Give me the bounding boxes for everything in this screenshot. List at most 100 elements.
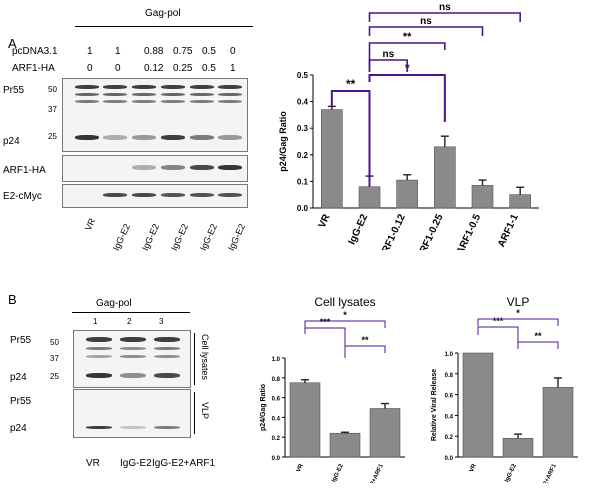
chart-c-vlp: 0.0 0.2 0.4 0.6 0.8 1.0 Relative Viral Release… xyxy=(431,295,578,483)
label-arf1-ha: ARF1-HA xyxy=(3,165,46,176)
lane-label: VR xyxy=(83,216,98,233)
band-upper xyxy=(75,93,99,96)
panel-a-gagpol-header: Gag-pol xyxy=(145,8,181,19)
lane-label-b: VR xyxy=(86,458,100,469)
significance-label: ns xyxy=(382,49,394,60)
y-axis-label: Relative Viral Release xyxy=(431,369,438,441)
significance-bracket xyxy=(368,74,446,122)
label-b-pr55-vlp: Pr55 xyxy=(10,396,32,407)
y-tick-label: 0.8 xyxy=(445,373,454,379)
significance-bracket xyxy=(304,327,346,358)
row-value: 0.25 xyxy=(173,63,193,74)
band-p24 xyxy=(190,135,214,140)
band-p24 xyxy=(218,135,242,140)
side-label-vlp: VLP xyxy=(200,402,210,420)
category-label: IgG-E2+ARF1 xyxy=(363,463,385,483)
row-value: 0 xyxy=(87,63,93,74)
significance-bracket xyxy=(304,320,386,328)
label-pr55: Pr55 xyxy=(3,85,25,96)
significance-label: ** xyxy=(534,331,542,341)
panel-b-letter: B xyxy=(8,292,17,307)
band-e2 xyxy=(103,193,127,197)
band-pr55 xyxy=(190,85,214,89)
category-label: VR xyxy=(469,463,478,474)
band-p24 xyxy=(161,135,185,140)
row-value: 1 xyxy=(230,63,236,74)
band-p24 xyxy=(75,135,99,140)
lane-label: IgG-E2 xyxy=(111,222,133,253)
band-b-p24 xyxy=(120,373,146,378)
bracket-vlp xyxy=(194,392,195,434)
band-b-pr55 xyxy=(120,337,146,342)
band-arf1 xyxy=(132,165,156,170)
band-mid xyxy=(161,100,185,103)
category-label: VR xyxy=(317,212,333,230)
lane-label: IgG-E2 xyxy=(140,222,162,253)
label-b-p24-vlp: p24 xyxy=(10,423,27,434)
blot-b-cell xyxy=(73,330,191,388)
significance-label: ns xyxy=(439,2,451,13)
y-tick-label: 0.0 xyxy=(297,204,309,213)
bar xyxy=(289,382,321,458)
panel-a-header-line xyxy=(75,26,253,27)
significance-label: *** xyxy=(493,316,504,326)
band-arf1 xyxy=(161,165,185,170)
band-pr55 xyxy=(75,85,99,89)
bar xyxy=(542,387,574,458)
band-mid xyxy=(75,100,99,103)
band-e2 xyxy=(161,193,185,197)
row-value: 0.5 xyxy=(202,63,216,74)
band-e2 xyxy=(218,193,242,197)
marker-25: 25 xyxy=(48,132,57,141)
significance-label: * xyxy=(516,308,520,318)
y-tick-label: 0.4 xyxy=(272,416,281,422)
band-b-upper xyxy=(86,347,112,350)
y-tick-label: 0.8 xyxy=(272,377,281,383)
lane-number-2: 2 xyxy=(127,317,132,326)
y-tick-label: 0.3 xyxy=(297,124,309,133)
marker-b-50: 50 xyxy=(50,338,59,347)
y-axis-label: p24/Gag Ratio xyxy=(278,111,288,172)
significance-bracket xyxy=(477,326,519,348)
band-b-mid xyxy=(120,355,146,358)
bar xyxy=(369,408,401,458)
row-value: 0.75 xyxy=(173,46,193,57)
band-e2 xyxy=(190,193,214,197)
category-label: ARF1-1 xyxy=(496,212,521,249)
band-upper xyxy=(132,93,156,96)
y-tick-label: 0.6 xyxy=(445,394,454,400)
category-label: IgG-E2 xyxy=(504,463,518,483)
category-label: ARF1-0.12 xyxy=(377,212,408,250)
band-b-p24-vlp xyxy=(154,426,180,429)
significance-bracket xyxy=(368,26,484,36)
band-upper xyxy=(161,93,185,96)
band-b-pr55 xyxy=(86,337,112,342)
category-label: ARF1-0.5 xyxy=(455,212,483,250)
y-tick-label: 0.2 xyxy=(445,435,454,441)
band-b-upper xyxy=(120,347,146,350)
row-value: 0 xyxy=(230,46,236,57)
band-b-mid xyxy=(154,355,180,358)
bar xyxy=(434,146,456,209)
band-upper xyxy=(103,93,127,96)
row-value: 0.5 xyxy=(202,46,216,57)
bar xyxy=(471,185,494,209)
row-pcdna-label: pcDNA3.1 xyxy=(12,46,58,57)
label-p24: p24 xyxy=(3,136,20,147)
significance-bracket xyxy=(368,12,521,22)
band-pr55 xyxy=(103,85,127,89)
band-pr55 xyxy=(218,85,242,89)
bar xyxy=(509,194,531,209)
band-mid xyxy=(218,100,242,103)
band-upper xyxy=(218,93,242,96)
marker-50: 50 xyxy=(48,85,57,94)
y-tick-label: 0.2 xyxy=(272,436,281,442)
band-b-mid xyxy=(86,355,112,358)
panel-b-header-line xyxy=(72,312,190,313)
band-pr55 xyxy=(132,85,156,89)
label-e2-cmyc: E2-cMyc xyxy=(3,191,42,202)
label-b-pr55: Pr55 xyxy=(10,335,32,346)
band-pr55 xyxy=(161,85,185,89)
band-b-p24 xyxy=(86,373,112,378)
